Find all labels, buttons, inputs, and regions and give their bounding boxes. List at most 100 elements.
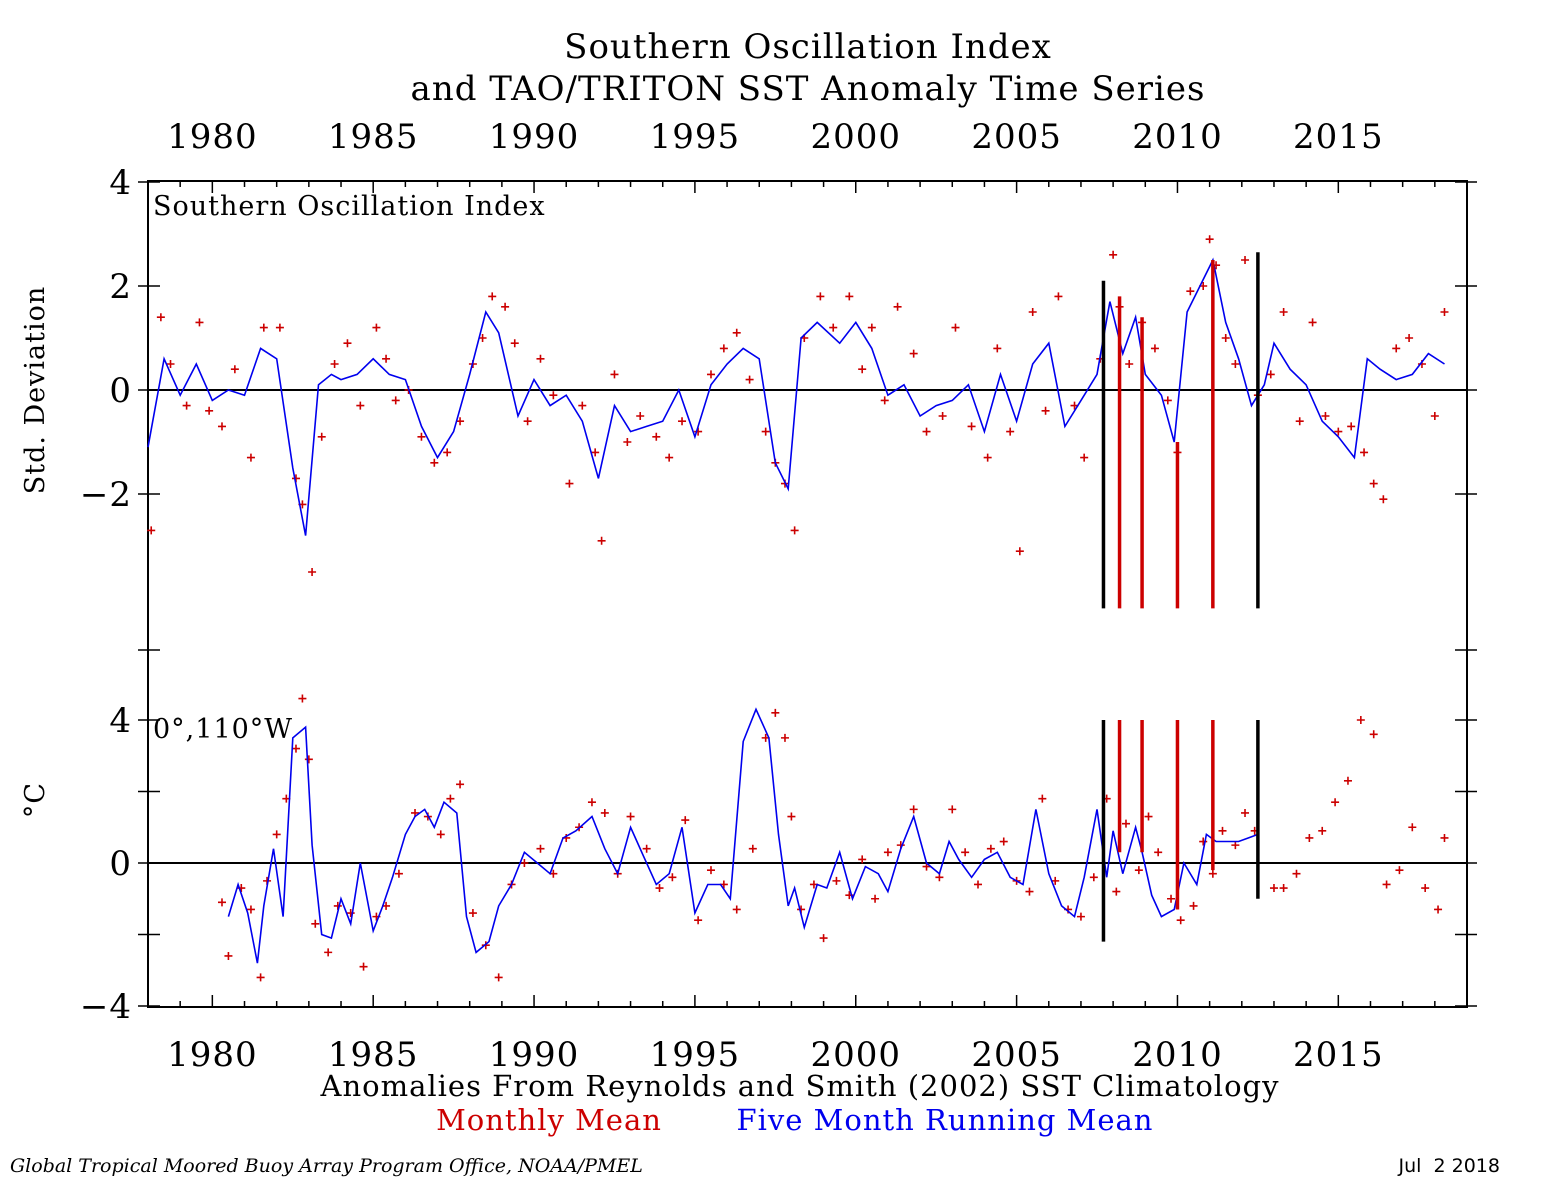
monthly-mean-point	[1125, 360, 1134, 368]
monthly-mean-point	[275, 323, 284, 332]
monthly-mean-point	[224, 951, 233, 960]
bottom-x-tick-label: 2005	[971, 1035, 1062, 1075]
monthly-mean-point	[1205, 235, 1214, 244]
monthly-mean-point	[391, 396, 400, 405]
monthly-mean-point	[1221, 334, 1230, 342]
monthly-mean-point	[1231, 841, 1240, 850]
bottom-y-axis-label: °C	[20, 782, 51, 818]
monthly-mean-point	[1199, 837, 1208, 846]
top-y-axis-label: Std. Deviation	[20, 286, 51, 495]
monthly-mean-point	[510, 339, 519, 348]
monthly-mean-point	[626, 812, 635, 821]
top-x-axis-labels: 1980 1985 1990 1995 2000 2005 2010 2015	[167, 117, 1383, 157]
monthly-mean-point	[1231, 360, 1240, 368]
monthly-mean-point	[832, 876, 841, 885]
monthly-mean-point	[1266, 370, 1275, 379]
monthly-mean-point	[1318, 826, 1327, 835]
monthly-mean-point	[780, 733, 789, 742]
monthly-mean-point	[549, 391, 558, 400]
monthly-mean-point	[1421, 884, 1430, 893]
monthly-mean-point	[732, 905, 741, 914]
monthly-mean-point	[1305, 833, 1314, 842]
monthly-mean-point	[591, 448, 600, 457]
monthly-mean-point	[1208, 869, 1217, 878]
monthly-mean-point	[761, 427, 770, 436]
monthly-mean-point	[665, 453, 674, 462]
monthly-mean-point	[217, 898, 226, 907]
monthly-mean-point	[1025, 887, 1034, 896]
monthly-mean-point	[587, 798, 596, 807]
monthly-mean-point	[867, 323, 876, 332]
monthly-mean-point	[1218, 826, 1227, 835]
bottom-x-tick-label: 2000	[810, 1035, 901, 1075]
monthly-mean-point	[1392, 344, 1401, 353]
monthly-mean-point	[382, 354, 391, 363]
bottom-x-tick-label: 1995	[650, 1035, 741, 1075]
monthly-mean-point	[1054, 292, 1063, 301]
monthly-mean-point	[1144, 812, 1153, 821]
monthly-mean-point	[983, 453, 992, 462]
monthly-mean-point	[330, 360, 339, 368]
monthly-mean-point	[195, 318, 204, 327]
chart-title-line1: Southern Oscillation Index	[564, 27, 1052, 67]
monthly-mean-point	[1356, 716, 1365, 724]
monthly-mean-point	[291, 744, 300, 753]
y-tick-label: 4	[109, 163, 132, 203]
bottom-panel-label: 0°,110°W	[153, 714, 293, 745]
monthly-mean-point	[1295, 417, 1304, 426]
monthly-mean-point	[1434, 905, 1443, 914]
monthly-mean-point	[678, 417, 687, 426]
monthly-mean-point	[501, 302, 510, 311]
chart-title-line2: and TAO/TRITON SST Anomaly Time Series	[411, 69, 1206, 109]
monthly-mean-point	[468, 909, 477, 918]
monthly-mean-point	[1154, 848, 1163, 857]
monthly-mean-point	[623, 438, 632, 446]
monthly-mean-point	[217, 422, 226, 431]
monthly-mean-point	[147, 526, 156, 535]
bottom-x-tick-label: 2015	[1293, 1035, 1384, 1075]
monthly-mean-point	[536, 354, 545, 363]
monthly-mean-point	[494, 973, 503, 982]
monthly-mean-point	[1279, 308, 1288, 316]
monthly-mean-point	[681, 816, 690, 825]
monthly-mean-point	[790, 526, 799, 535]
monthly-mean-point	[246, 905, 255, 914]
monthly-mean-point	[182, 401, 191, 410]
monthly-mean-point	[1343, 776, 1352, 785]
monthly-mean-point	[1379, 495, 1388, 504]
top-x-tick-label: 1985	[328, 117, 419, 157]
monthly-mean-point	[610, 370, 619, 379]
monthly-mean-point	[597, 536, 606, 545]
monthly-mean-point	[311, 919, 320, 928]
monthly-mean-point	[1292, 869, 1301, 878]
monthly-mean-point	[951, 323, 960, 332]
monthly-mean-point	[974, 880, 983, 889]
monthly-mean-point	[565, 479, 574, 488]
monthly-mean-point	[324, 948, 333, 957]
monthly-mean-point	[298, 694, 307, 703]
top-x-tick-label: 2005	[971, 117, 1062, 157]
monthly-mean-point	[259, 323, 268, 332]
monthly-mean-point	[1163, 396, 1172, 405]
monthly-mean-point	[308, 568, 317, 576]
monthly-mean-point	[1331, 798, 1340, 807]
monthly-mean-point	[1186, 287, 1195, 296]
monthly-mean-point	[845, 292, 854, 301]
monthly-mean-point	[156, 313, 165, 322]
monthly-mean-point	[304, 755, 313, 764]
monthly-mean-point	[359, 962, 368, 971]
monthly-mean-point	[948, 805, 957, 814]
monthly-mean-point	[1112, 887, 1121, 896]
top-x-tick-label: 2000	[810, 117, 901, 157]
monthly-mean-point	[787, 812, 796, 821]
monthly-mean-point	[636, 412, 645, 420]
monthly-mean-point	[652, 432, 661, 441]
monthly-mean-point	[871, 894, 880, 903]
monthly-mean-point	[967, 422, 976, 431]
monthly-mean-point	[1134, 866, 1143, 875]
monthly-mean-point	[986, 844, 995, 853]
monthly-mean-point	[858, 855, 867, 864]
monthly-mean-point	[1121, 819, 1130, 828]
y-tick-label: 0	[109, 844, 132, 884]
